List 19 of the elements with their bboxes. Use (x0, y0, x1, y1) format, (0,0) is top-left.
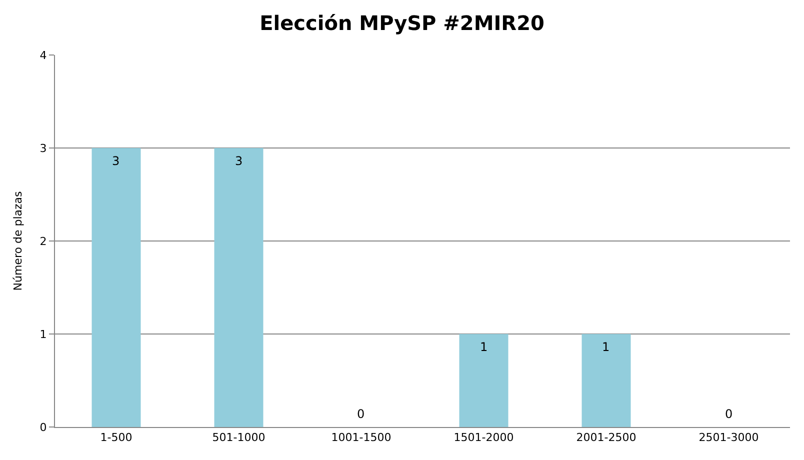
y-tick-label: 0 (40, 420, 47, 434)
x-tick-label: 501-1000 (212, 431, 266, 444)
y-axis-title: Número de plazas (11, 191, 24, 291)
x-tick-label: 1-500 (100, 431, 132, 444)
x-tick-label: 1001-1500 (331, 431, 392, 444)
x-tick-label: 2001-2500 (576, 431, 636, 444)
y-tick-label: 2 (40, 234, 47, 248)
data-label: 1 (602, 340, 610, 354)
x-tick-label: 2501-3000 (698, 431, 759, 444)
data-label: 0 (725, 407, 733, 421)
y-tick-label: 4 (40, 48, 47, 62)
data-label: 0 (357, 407, 365, 421)
y-tick-label: 1 (40, 328, 47, 341)
y-tick-label: 3 (40, 142, 47, 155)
x-tick-label: 1501-2000 (454, 431, 514, 444)
data-label: 1 (480, 340, 488, 354)
data-label: 3 (235, 154, 243, 168)
chart-title: Elección MPySP #2MIR20 (260, 11, 544, 35)
data-label: 3 (112, 154, 120, 168)
